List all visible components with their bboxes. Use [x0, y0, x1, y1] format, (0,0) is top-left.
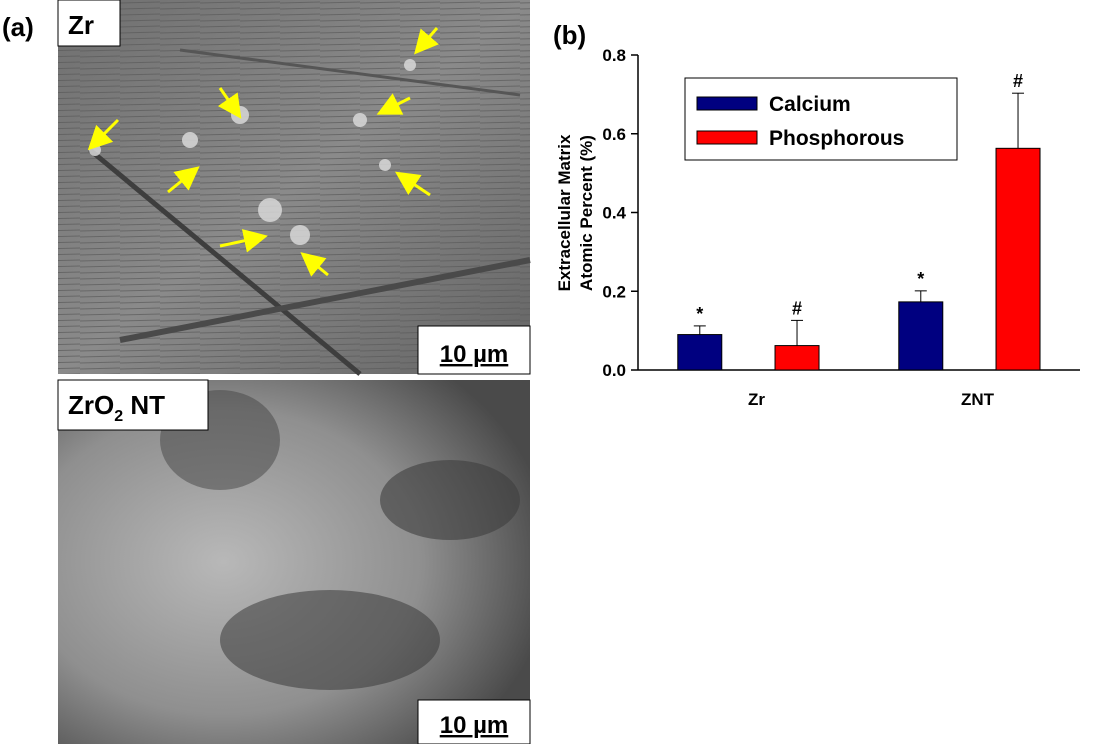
sem-image: Zr 10 µm — [58, 0, 530, 374]
y-axis-label: Extracellular Matrix — [555, 134, 574, 291]
annotation: * — [917, 269, 924, 289]
legend-swatch — [697, 97, 757, 110]
y-tick-label: 0.6 — [602, 125, 626, 144]
y-tick-label: 0.0 — [602, 361, 626, 380]
scale-bar: 10 µm — [440, 341, 509, 368]
x-tick-label: Zr — [748, 390, 765, 409]
panel-label: (b) — [553, 20, 586, 50]
figure: (a) Zr 10 µm ZrO2 NT 10 µm (b) — [0, 0, 1110, 744]
panel-label: (a) — [2, 12, 34, 42]
sem-image: ZrO2 NT 10 µm — [58, 380, 530, 744]
legend-swatch — [697, 131, 757, 144]
annotation: * — [696, 304, 703, 324]
bar — [899, 302, 943, 370]
legend-label: Calcium — [769, 93, 851, 116]
bar — [678, 335, 722, 370]
image-label: Zr — [68, 10, 94, 40]
bar — [996, 148, 1040, 370]
y-axis-label: Atomic Percent (%) — [577, 135, 596, 291]
bar — [775, 346, 819, 370]
label-part: NT — [123, 390, 165, 420]
legend-label: Phosphorous — [769, 127, 904, 150]
label-subscript: 2 — [114, 408, 123, 425]
annotation: # — [1013, 71, 1023, 91]
y-tick-label: 0.2 — [602, 282, 626, 301]
x-tick-label: ZNT — [961, 390, 995, 409]
y-tick-label: 0.4 — [602, 204, 626, 223]
label-part: ZrO — [68, 390, 114, 420]
y-tick-label: 0.8 — [602, 46, 626, 65]
scale-bar: 10 µm — [440, 712, 509, 739]
annotation: # — [792, 298, 802, 318]
